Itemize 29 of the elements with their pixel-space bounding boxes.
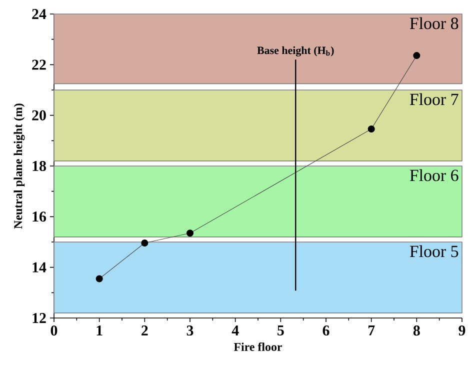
x-tick-label: 8 (413, 326, 420, 336)
y-tick-label: 20 (32, 110, 46, 120)
band-label: Floor 5 (410, 245, 458, 258)
point (368, 126, 375, 133)
y-tick-label: 18 (32, 160, 46, 172)
x-tick-label: 5 (278, 326, 284, 336)
point (141, 240, 148, 247)
y-tick-label: 24 (32, 9, 46, 19)
y-axis-title: Neutral plane height (m) (14, 104, 25, 229)
point (413, 52, 420, 60)
x-tick-label: 0 (50, 326, 58, 336)
x-tick-label: 3 (186, 326, 194, 336)
x-axis-title: Fire floor (234, 342, 282, 351)
y-tick-label: 22 (32, 60, 46, 70)
y-tick-label: 14 (32, 262, 46, 272)
band-label: Floor 7 (410, 93, 458, 106)
band-label: Floor 8 (410, 17, 458, 30)
point (96, 275, 103, 282)
y-tick-label: 12 (32, 313, 46, 323)
y-tick-label: 16 (32, 212, 46, 222)
x-tick-label: 2 (142, 326, 148, 336)
x-tick-label: 9 (458, 326, 466, 336)
x-tick-label: 7 (368, 326, 375, 336)
x-tick-label: 1 (96, 326, 102, 336)
x-tick-label: 6 (322, 326, 330, 336)
point (186, 230, 194, 237)
ref-line-label: Base height (H$_{b}$) (257, 46, 334, 56)
band-label: Floor 6 (410, 169, 458, 182)
x-tick-label: 4 (232, 326, 239, 336)
